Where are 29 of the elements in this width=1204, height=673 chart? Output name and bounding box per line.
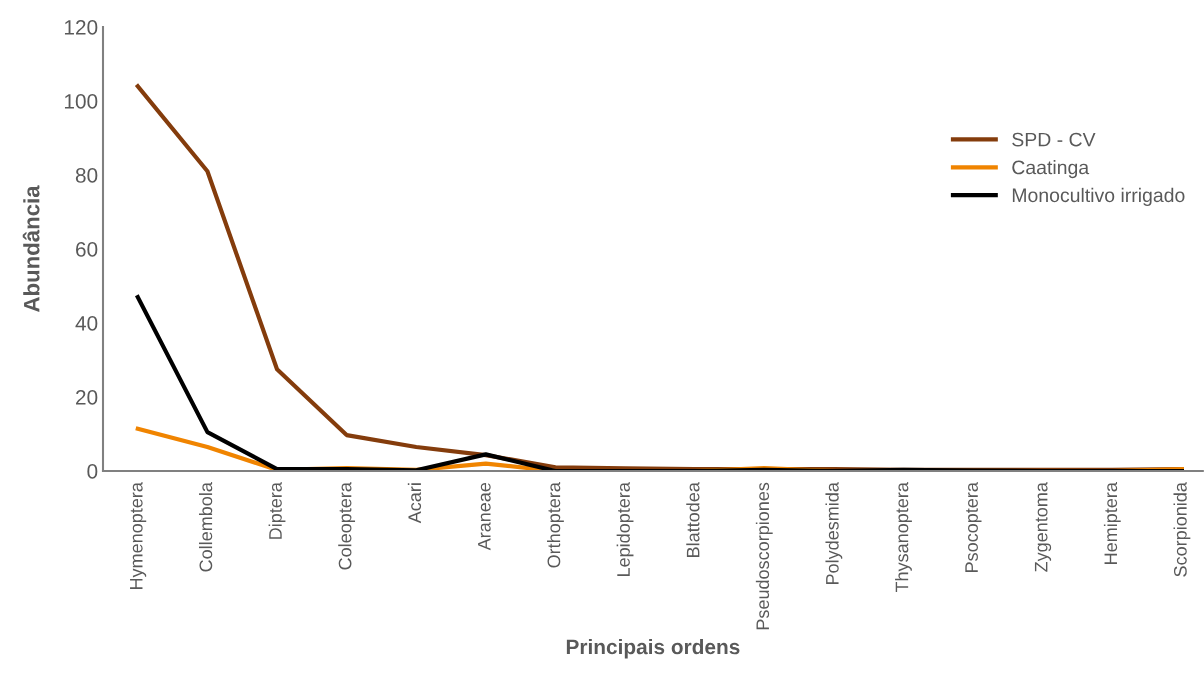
y-tick-label: 0 <box>87 464 98 479</box>
x-tick-label: Pseudoscorpiones <box>755 482 773 630</box>
legend-label: SPD - CV <box>1012 132 1096 147</box>
x-tick-label: Araneae <box>478 482 491 551</box>
legend-label: Caatinga <box>1012 160 1090 179</box>
x-tick-label: Hymenoptera <box>130 482 147 590</box>
y-tick-label: 100 <box>64 94 98 109</box>
y-tick-label: 120 <box>64 20 98 35</box>
y-tick-label: 60 <box>76 242 98 257</box>
x-tick-label: Psocoptera <box>965 482 982 572</box>
x-tick-label: Diptera <box>268 482 286 539</box>
legend-label: Monocultivo irrigado <box>1012 187 1185 206</box>
y-tick-label: 20 <box>76 390 98 405</box>
x-tick-label: Orthoptera <box>547 482 564 568</box>
x-tick-label: Thysanoptera <box>895 482 912 593</box>
x-tick-label: Lepidoptera <box>616 482 634 576</box>
x-tick-label: Collembola <box>199 482 213 572</box>
y-axis-title: Abundância <box>22 185 40 313</box>
y-tick-label: 80 <box>75 168 98 183</box>
line-series <box>135 295 1184 471</box>
x-axis-title: Principais ordens <box>566 638 740 659</box>
x-tick-label: Hemiptera <box>1103 482 1121 564</box>
x-tick-label: Acari <box>407 483 422 524</box>
x-tick-label: Polydesmida <box>825 482 843 584</box>
x-tick-label: Scorpionida <box>1173 482 1191 577</box>
y-tick-label: 40 <box>75 316 98 331</box>
x-tick-label: Blattodea <box>686 482 700 557</box>
x-tick-label: Zygentoma <box>1034 482 1052 572</box>
x-tick-label: Coleoptera <box>338 482 356 570</box>
